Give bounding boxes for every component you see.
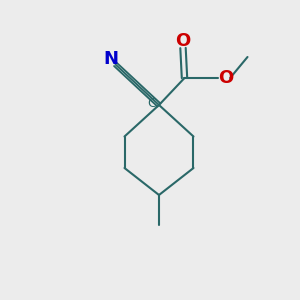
Text: C: C [147, 97, 156, 110]
Text: N: N [103, 50, 118, 68]
Text: O: O [176, 32, 190, 50]
Text: O: O [218, 69, 233, 87]
